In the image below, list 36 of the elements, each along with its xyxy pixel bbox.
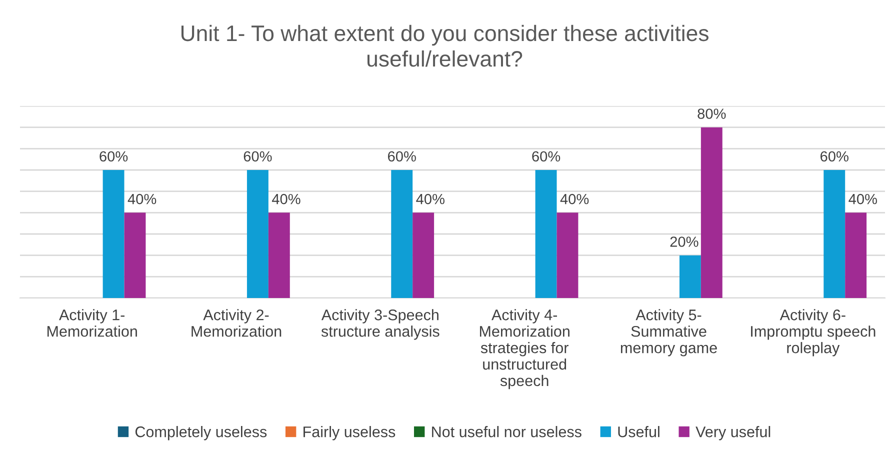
x-tick-label: Activity 3-Speech structure analysis [321, 309, 440, 340]
bar [556, 212, 578, 298]
data-label: 60% [100, 151, 128, 162]
bar [391, 170, 413, 298]
x-tick-label: Activity 1- Memorization [47, 309, 137, 337]
legend-label: Not useful nor useless [432, 426, 582, 438]
bar [679, 255, 701, 298]
x-tick-label: Activity 5- Summative memory game [620, 309, 717, 356]
data-label: 20% [670, 236, 698, 247]
legend-label: Fairly useless [304, 426, 396, 440]
x-tick-label: Activity 6- Impromptu speech roleplay [751, 309, 876, 356]
data-label: 60% [244, 151, 272, 162]
bar [412, 212, 434, 298]
legend-label: Useful [618, 426, 660, 438]
legend-label: Completely useless [135, 426, 267, 440]
legend-label: Very useful [696, 426, 770, 440]
data-label: 40% [272, 194, 300, 204]
bar [246, 170, 268, 298]
bar [824, 170, 846, 298]
bar [845, 212, 867, 298]
x-tick-label: Activity 4- Memorization strategies for unstructured speech [480, 309, 570, 390]
data-label: 60% [532, 151, 560, 162]
bar [535, 170, 557, 298]
bar [102, 170, 124, 298]
bar [700, 127, 722, 298]
data-label: 40% [416, 194, 444, 204]
x-tick-label: Activity 2- Memorization [192, 309, 282, 337]
data-label: 60% [820, 151, 848, 162]
data-label: 40% [848, 194, 877, 204]
bar [124, 212, 146, 298]
bar [268, 212, 290, 298]
data-label: 60% [388, 151, 416, 162]
data-label: 80% [698, 108, 726, 119]
chart-title: Unit 1- To what extent do you consider these activities useful/relevant? [181, 24, 708, 67]
data-label: 40% [560, 194, 589, 204]
data-label: 40% [128, 194, 156, 204]
